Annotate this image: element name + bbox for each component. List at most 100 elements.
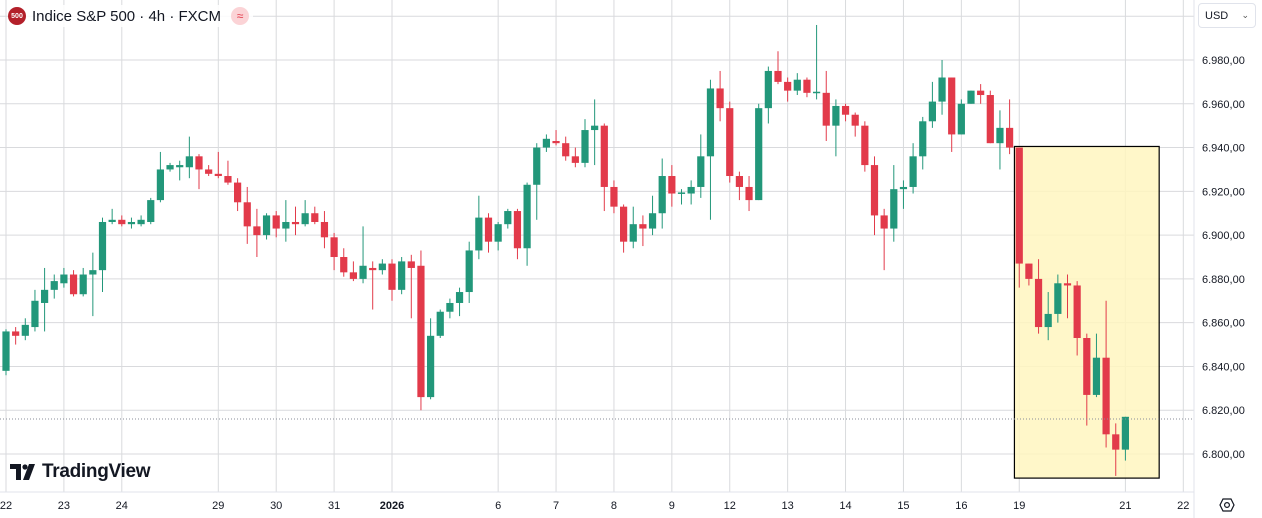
- time-tick-label: 12: [724, 500, 736, 512]
- time-tick-label: 22: [1177, 500, 1189, 512]
- candle-up: [494, 224, 502, 242]
- price-axis[interactable]: 6.980,00 6.960,00 6.940,00 6.920,00 6.900,00…: [1202, 55, 1245, 461]
- price-tick-label: 6.800,00: [1202, 449, 1245, 461]
- time-axis[interactable]: 22 23 24 29 30 31 2026 6 7 8 9 12 13 14 15 16 19 21 22: [0, 500, 1189, 512]
- candle-up: [166, 165, 174, 170]
- candle-down: [12, 331, 20, 336]
- candle-down: [1063, 283, 1072, 286]
- candle-up: [127, 221, 136, 225]
- candle-up: [523, 184, 531, 249]
- candle-up: [108, 219, 116, 222]
- candle-up: [156, 169, 164, 201]
- candle-up: [1121, 416, 1129, 450]
- price-tick-label: 6.840,00: [1202, 361, 1245, 373]
- candle-down: [1025, 263, 1033, 279]
- candle-down: [1112, 434, 1120, 450]
- candle-down: [407, 261, 415, 268]
- candle-up: [446, 302, 454, 312]
- candle-down: [214, 173, 222, 177]
- time-tick-label: 6: [495, 500, 501, 512]
- candle-up: [378, 263, 386, 271]
- price-tick-label: 6.920,00: [1202, 186, 1245, 198]
- time-tick-label: 7: [553, 500, 559, 512]
- price-tick-label: 6.820,00: [1202, 405, 1245, 417]
- candle-up: [890, 189, 898, 229]
- candle-down: [610, 186, 618, 207]
- candle-down: [330, 237, 338, 258]
- time-tick-label: 21: [1119, 500, 1131, 512]
- candle-up: [282, 221, 290, 229]
- candle-up: [475, 217, 483, 251]
- candle-up: [581, 130, 589, 163]
- candle-up: [938, 77, 946, 102]
- candle-up: [60, 274, 68, 284]
- candle-up: [813, 91, 821, 94]
- candle-down: [1015, 147, 1023, 264]
- time-tick-label: 14: [839, 500, 851, 512]
- settings-icon[interactable]: [1219, 497, 1235, 513]
- candle-down: [552, 140, 560, 144]
- candle-down: [513, 211, 522, 249]
- candle-down: [639, 224, 647, 229]
- tradingview-icon: [10, 464, 35, 480]
- candle-down: [1034, 278, 1043, 328]
- candle-down: [726, 108, 734, 177]
- candle-up: [697, 156, 705, 187]
- candle-down: [234, 182, 242, 203]
- price-tick-label: 6.940,00: [1202, 143, 1245, 155]
- candle-up: [764, 70, 772, 109]
- candle-down: [716, 88, 724, 109]
- chevron-down-icon: ⌄: [1241, 10, 1249, 20]
- candle-down: [340, 257, 348, 273]
- currency-dropdown[interactable]: USD ⌄: [1198, 3, 1256, 28]
- price-tick-label: 6.980,00: [1202, 55, 1245, 67]
- approx-icon[interactable]: ≈: [230, 7, 249, 25]
- candle-up: [89, 270, 97, 275]
- candle-down: [1073, 285, 1081, 339]
- time-tick-label: 19: [1013, 500, 1025, 512]
- symbol-logo: 500: [8, 7, 26, 25]
- symbol-header[interactable]: 500 Indice S&P 500 · 4h · FXCM ≈: [8, 5, 253, 27]
- candle-up: [31, 300, 39, 328]
- grid: [0, 0, 1194, 492]
- candle-up: [919, 121, 927, 157]
- candle-down: [668, 176, 676, 194]
- candle-up: [706, 88, 715, 157]
- candle-down: [195, 156, 203, 170]
- candle-up: [542, 138, 550, 148]
- candle-down: [118, 219, 126, 225]
- candle-down: [851, 114, 859, 126]
- candle-down: [745, 186, 753, 201]
- time-tick-label: 2026: [380, 500, 404, 512]
- candle-up: [629, 224, 637, 242]
- candle-up: [176, 165, 184, 168]
- candle-down: [369, 267, 377, 271]
- candle-up: [793, 79, 801, 91]
- candle-up: [504, 211, 512, 225]
- candle-up: [21, 324, 29, 336]
- candle-up: [398, 261, 406, 290]
- candle-up: [957, 103, 965, 135]
- time-tick-label: 29: [212, 500, 224, 512]
- candle-down: [562, 143, 570, 157]
- price-tick-label: 6.860,00: [1202, 318, 1245, 330]
- candle-up: [359, 265, 367, 279]
- time-tick-label: 22: [0, 500, 12, 512]
- time-tick-label: 8: [611, 500, 617, 512]
- tradingview-logo: TradingView: [10, 461, 151, 483]
- candle-down: [986, 95, 994, 144]
- candle-down: [977, 90, 985, 96]
- candle-down: [861, 125, 869, 166]
- candle-up: [899, 186, 908, 190]
- candle-up: [677, 192, 686, 194]
- candle-up: [98, 221, 107, 271]
- candle-up: [755, 108, 763, 201]
- candle-down: [735, 176, 743, 187]
- candle-down: [620, 206, 628, 242]
- candle-up: [533, 147, 541, 185]
- time-tick-label: 16: [955, 500, 967, 512]
- time-tick-label: 15: [897, 500, 909, 512]
- candle-up: [1054, 283, 1062, 314]
- candle-down: [880, 215, 888, 229]
